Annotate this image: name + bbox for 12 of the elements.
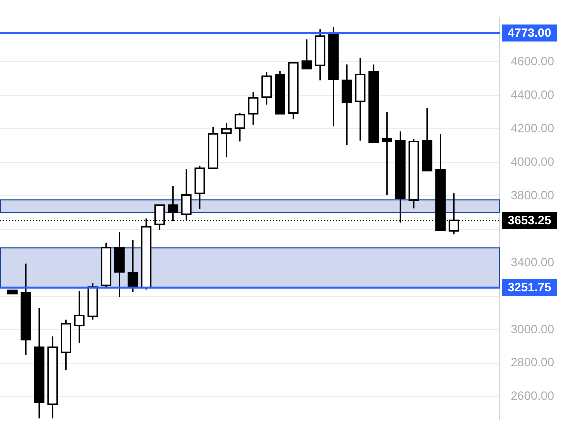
y-tick-label: 2800.00 (511, 356, 555, 370)
y-tick-label: 2600.00 (511, 389, 555, 404)
ref-line-label: 4773.00 (508, 26, 552, 40)
ref-line-label: 3653.25 (508, 213, 552, 228)
y-tick-label: 4600.00 (511, 54, 555, 69)
y-tick-label: 4000.00 (511, 154, 555, 169)
y-tick-label: 3800.00 (511, 188, 555, 202)
ref-line-label: 3251.75 (508, 280, 552, 295)
y-tick-label: 4400.00 (511, 88, 555, 102)
y-tick-label: 3000.00 (511, 322, 555, 336)
y-tick-label: 4200.00 (511, 121, 555, 136)
y-tick-label: 3400.00 (511, 255, 555, 270)
